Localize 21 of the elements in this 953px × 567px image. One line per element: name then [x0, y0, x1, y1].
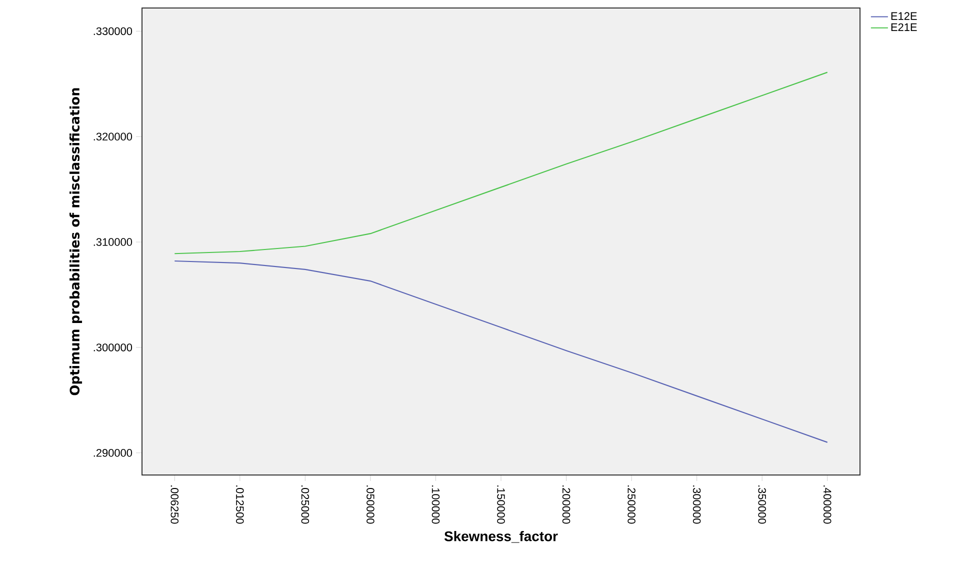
x-tick-label: .050000 — [366, 486, 374, 524]
line-series — [174, 260, 828, 443]
x-tick-label: .012500 — [236, 486, 244, 524]
x-axis-title: Skewness_factor — [444, 530, 558, 543]
y-axis-title: Optimum probabilities of misclassification — [69, 88, 82, 396]
x-tick-label: .006250 — [170, 486, 179, 524]
y-tick-label: .290000 — [94, 448, 132, 457]
y-tick-label: .330000 — [94, 27, 132, 36]
y-tick-label: .310000 — [94, 238, 132, 246]
x-tick-label: .200000 — [562, 486, 570, 524]
x-tick-label: .250000 — [628, 486, 636, 524]
x-tick-label: .300000 — [692, 486, 701, 524]
legend-label: E21E — [891, 23, 917, 31]
x-tick-label: .025000 — [301, 486, 310, 524]
x-tick-label: .400000 — [823, 486, 832, 524]
legend-label: E12E — [891, 12, 917, 20]
x-tick-label: .150000 — [497, 486, 505, 524]
x-tick-label: .100000 — [432, 486, 440, 524]
x-tick-label: .350000 — [758, 486, 766, 524]
y-tick-label: .320000 — [94, 132, 132, 140]
y-tick-label: .300000 — [94, 344, 132, 352]
